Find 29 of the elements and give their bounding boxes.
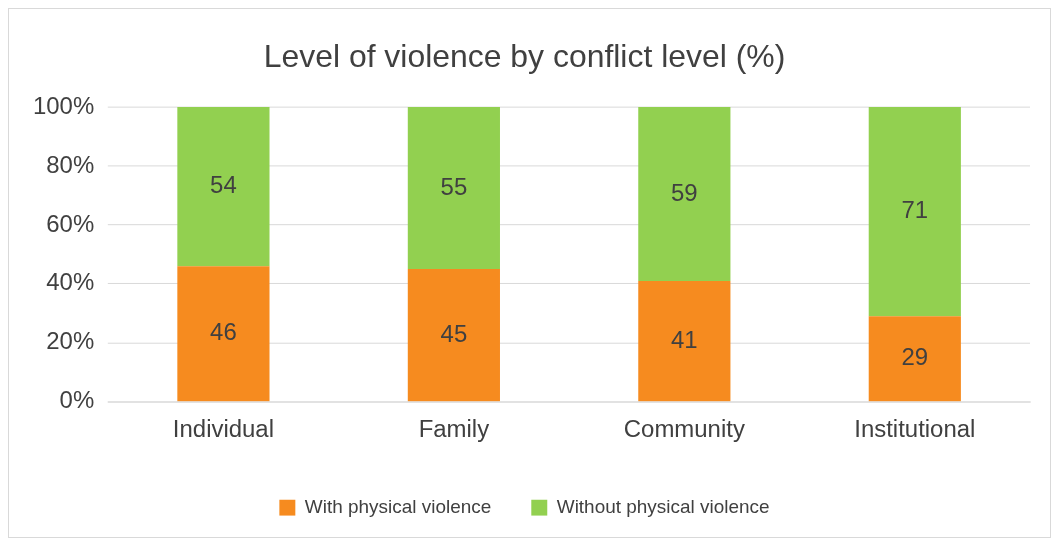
data-label: 71 <box>901 196 929 224</box>
data-label: 54 <box>210 171 237 199</box>
data-label: 55 <box>440 172 468 200</box>
legend-label: With physical violence <box>304 495 492 517</box>
bar <box>407 107 500 270</box>
y-tick-label: 20% <box>46 327 95 355</box>
chart-title: Level of violence by conflict level (%) <box>263 37 786 74</box>
x-tick-label: Institutional <box>854 414 976 442</box>
bar <box>638 107 731 281</box>
data-label: 59 <box>671 178 698 206</box>
legend-label: Without physical violence <box>556 495 770 517</box>
bar <box>407 269 500 402</box>
data-label: 29 <box>901 343 929 371</box>
data-label: 46 <box>210 318 237 346</box>
bar <box>177 107 270 267</box>
x-tick-label: Individual <box>172 414 275 442</box>
bar <box>177 266 270 402</box>
data-label: 41 <box>671 325 698 353</box>
x-tick-label: Family <box>418 414 490 442</box>
bar <box>638 280 731 402</box>
y-tick-label: 100% <box>32 91 95 119</box>
y-tick-label: 60% <box>46 209 95 237</box>
y-tick-label: 40% <box>46 268 95 296</box>
bar <box>868 316 961 402</box>
y-tick-label: 0% <box>59 386 95 414</box>
bar <box>868 107 961 317</box>
y-tick-label: 80% <box>46 150 95 178</box>
data-label: 45 <box>440 319 468 347</box>
x-tick-label: Community <box>623 414 745 442</box>
